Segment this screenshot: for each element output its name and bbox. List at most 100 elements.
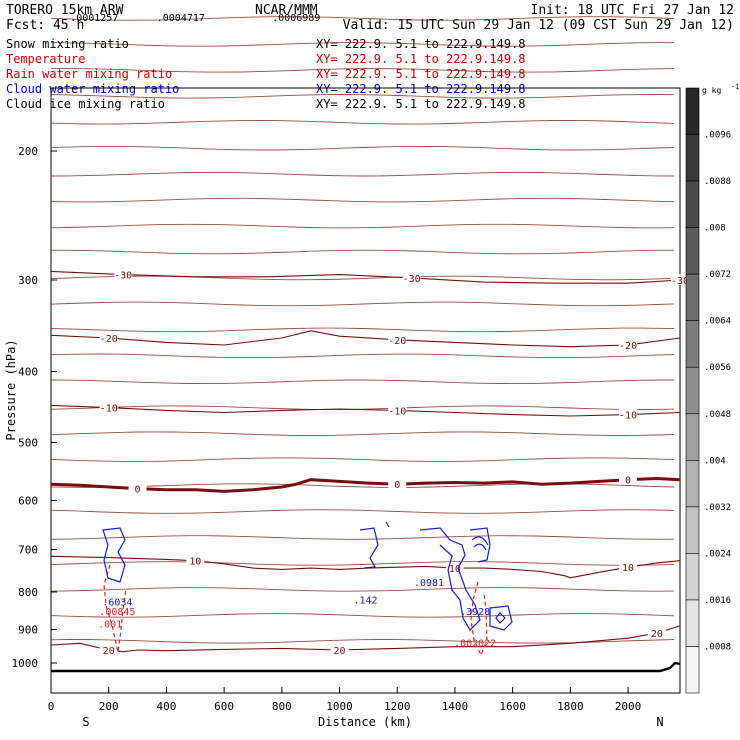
colorbar-unit-exponent: -1: [731, 83, 739, 91]
max-label-rain: .002022: [454, 639, 496, 650]
x-tick-label: 1400: [442, 700, 469, 713]
isotherm-10: [50, 555, 681, 579]
cloud-water-contours: [102, 521, 513, 631]
isotherm-label: 20: [651, 629, 663, 640]
y-tick-label: 300: [18, 274, 38, 287]
isotherm-label: -30: [403, 274, 421, 285]
isotherm--10: [50, 404, 681, 417]
colorbar-label: .004: [704, 456, 726, 466]
colorbar-swatch: [685, 227, 700, 275]
center-title: NCAR/MMM: [255, 3, 318, 18]
colorbar-label: .0088: [704, 177, 731, 187]
isotherm: [50, 94, 675, 99]
y-tick-label: 1000: [12, 657, 39, 670]
y-axis-label: Pressure (hPa): [4, 339, 18, 440]
max-label-cloud_water: .6034: [102, 598, 132, 609]
colorbar-label: .0048: [704, 410, 731, 420]
isotherm-label: 20: [103, 646, 115, 657]
isotherm-label: 10: [189, 557, 201, 568]
y-tick-label: 500: [18, 436, 38, 449]
isotherm-label: -20: [388, 336, 406, 347]
colorbar-swatch: [685, 180, 700, 228]
isotherm: [50, 275, 675, 281]
cloud-water-contour: [102, 527, 126, 583]
y-tick-label: 600: [18, 494, 38, 507]
legend-label: Cloud water mixing ratio: [6, 82, 179, 96]
colorbar-swatch: [685, 273, 700, 321]
max-label-cloud_water: .3928: [460, 607, 490, 618]
init-time: Init: 18 UTC Fri 27 Jan 12: [531, 3, 735, 18]
x-tick-label: 400: [156, 700, 176, 713]
isotherm-label-bg: [647, 626, 666, 638]
cloud-water-contour: [495, 612, 506, 624]
colorbar-swatch: [685, 87, 700, 135]
max-label-snow: .0006989: [272, 13, 320, 24]
legend-xy: XY= 222.9. 5.1 to 222.9.149.8: [316, 67, 526, 81]
terrain-surface: [51, 661, 681, 673]
isotherm-label: 0: [135, 485, 141, 496]
isotherm-label-bg: [619, 473, 638, 485]
temperature-contours: -30 -30 -30 -20 -20 -20 -10 -10 -10 0 0 0 10 10 10 20 20…: [50, 16, 689, 657]
cloud-water-contour: [385, 521, 390, 528]
isotherm: [50, 301, 675, 307]
max-label-snow: .0004717: [157, 13, 205, 24]
isotherm-label-bg: [445, 562, 464, 574]
isotherm-label-bg: [99, 331, 118, 343]
isotherm-label-bg: [99, 644, 118, 656]
isotherm-label: 0: [394, 480, 400, 491]
isotherm: [50, 379, 675, 385]
legend-label: Rain water mixing ratio: [6, 67, 172, 81]
x-axis-label: Distance (km): [318, 715, 412, 729]
y-tick-label: 800: [18, 586, 38, 599]
colorbar-swatch: [685, 366, 700, 415]
max-label-rain: .001: [98, 620, 122, 631]
colorbar-label: .008: [704, 224, 726, 234]
x-tick-label: 1000: [326, 700, 353, 713]
legend-label: Cloud ice mixing ratio: [6, 97, 165, 111]
isotherm-label: -30: [114, 271, 132, 282]
isotherm: [51, 68, 675, 73]
x-axis: 0 200 400 600 800 1000 1200 1400 1600 1800 2000: [48, 687, 642, 713]
isotherm-label: 10: [449, 564, 461, 575]
isotherm: [50, 561, 675, 566]
legend-label: Snow mixing ratio: [6, 37, 129, 51]
y-tick-label: 200: [18, 145, 38, 158]
colorbar-label: .0056: [704, 363, 731, 373]
x-tick-label: 2000: [615, 700, 642, 713]
isotherm-label-bg: [619, 408, 638, 420]
isotherm: [50, 587, 675, 592]
x-tick-label: 1800: [557, 700, 584, 713]
legend-xy: XY= 222.9. 5.1 to 222.9.149.8: [316, 97, 526, 111]
isotherm: [50, 535, 675, 540]
colorbar: .0096 .0088 .008 .0072 .0064 .0056 .0048 .004 .0…: [685, 83, 739, 694]
colorbar-swatch: [685, 506, 700, 554]
colorbar-swatch: [685, 320, 700, 368]
maxima-labels: .0001257 .0004717 .0006989 .6034 .142 .0981 .3…: [70, 13, 496, 649]
isotherm: [50, 16, 675, 21]
isotherm: [50, 42, 675, 47]
colorbar-swatch: [685, 599, 700, 647]
legend-xy: XY= 222.9. 5.1 to 222.9.149.8: [316, 52, 526, 66]
colorbar-label: .0032: [704, 503, 731, 513]
isotherm--30: [50, 270, 681, 284]
isotherm-label: 20: [334, 646, 346, 657]
isotherm--20: [50, 330, 681, 348]
y-tick-label: 900: [18, 623, 38, 636]
legend-label: Temperature: [6, 52, 85, 66]
rain-contour: [470, 581, 488, 657]
terrain-line: [51, 661, 681, 673]
isotherm-label: -30: [671, 276, 689, 287]
colorbar-swatch: [685, 553, 700, 601]
isotherm-label-bg: [388, 333, 407, 345]
isotherm: [50, 613, 675, 618]
max-label-cloud_water: .142: [353, 596, 377, 607]
isotherm: [50, 509, 675, 514]
model-title: TORERO 15km ARW: [6, 3, 124, 18]
colorbar-labels: .0096 .0088 .008 .0072 .0064 .0056 .0048 .004 .0…: [704, 131, 731, 653]
isotherm: [50, 327, 675, 333]
isotherm-label: 10: [622, 563, 634, 574]
isotherm: [50, 197, 675, 203]
plot-frame: [50, 87, 681, 694]
max-label-cloud_water: .0981: [414, 578, 444, 589]
